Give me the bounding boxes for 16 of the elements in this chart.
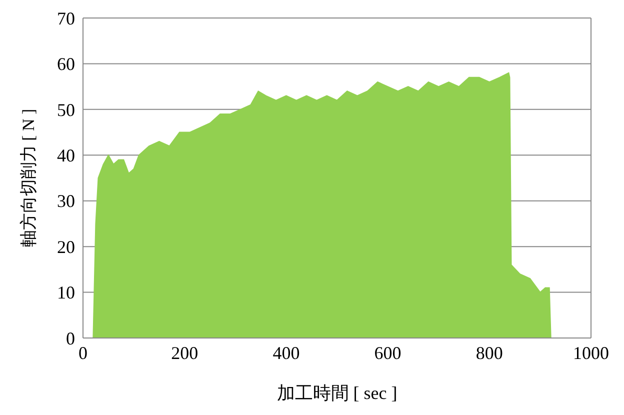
y-axis-title: 軸方向切削力 [ N ] (19, 108, 38, 248)
y-tick-label: 10 (57, 282, 75, 303)
y-tick-label: 20 (57, 236, 75, 257)
x-tick-label: 0 (78, 342, 88, 363)
y-tick-label: 30 (57, 191, 75, 212)
y-tick-label: 60 (57, 54, 75, 74)
y-tick-label: 0 (66, 328, 75, 348)
x-axis-title: 加工時間 [ sec ] (276, 382, 398, 403)
y-tick-label: 70 (57, 8, 75, 28)
x-tick-label: 800 (476, 342, 503, 363)
y-tick-label: 50 (57, 100, 75, 120)
x-tick-label: 400 (272, 342, 300, 363)
y-tick-label: 40 (57, 146, 75, 166)
x-tick-label: 1000 (573, 342, 609, 363)
x-tick-label: 600 (374, 342, 402, 363)
x-tick-label: 200 (171, 342, 198, 363)
